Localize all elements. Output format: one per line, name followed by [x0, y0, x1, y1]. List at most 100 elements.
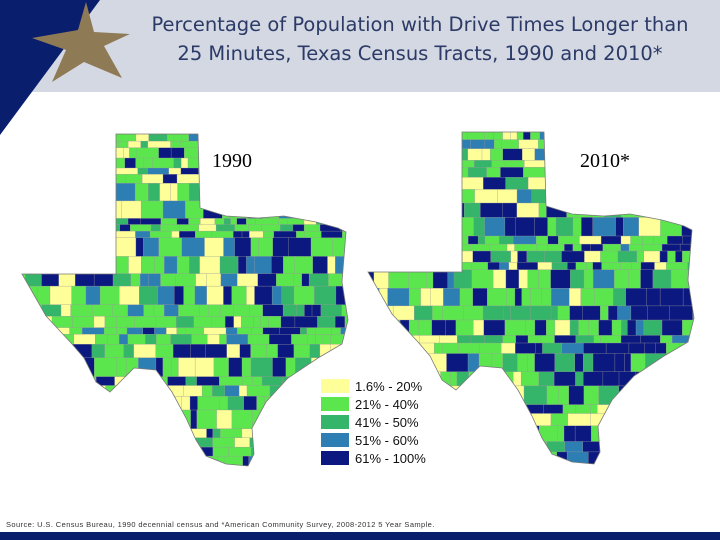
tract-cell [623, 413, 641, 427]
tract-cell [368, 177, 370, 190]
tract-cell [614, 353, 625, 373]
tract-cell [233, 230, 243, 239]
tract-cell [135, 157, 145, 169]
tract-cell [458, 342, 481, 354]
tract-cell [457, 335, 472, 344]
tract-cell [212, 385, 226, 397]
tract-cell [515, 335, 529, 344]
tract-cell [126, 327, 144, 335]
tract-cell [134, 183, 149, 202]
tract-cell [682, 250, 694, 263]
tract-cell [572, 217, 582, 237]
tract-cell [24, 316, 38, 329]
tract-cell [640, 177, 656, 190]
tract-cell [41, 140, 55, 149]
tract-cell [22, 230, 23, 239]
tract-cell [315, 174, 324, 184]
tract-cell [600, 335, 622, 344]
tract-cell [261, 409, 284, 430]
tract-cell [452, 413, 462, 427]
tract-cell [39, 224, 57, 232]
tract-cell [341, 304, 348, 317]
tract-cell [246, 256, 256, 275]
tract-cell [22, 183, 40, 202]
tract-cell [630, 305, 649, 321]
tract-cell [409, 177, 428, 190]
tract-cell [491, 451, 514, 464]
tract-cell [424, 262, 432, 271]
tract-cell [472, 250, 492, 263]
tract-cell [337, 157, 348, 169]
tract-cell [219, 396, 229, 411]
tract-cell [426, 177, 445, 190]
tract-cell [340, 134, 348, 142]
tract-cell [387, 177, 410, 190]
tract-cell [346, 218, 348, 225]
tract-cell [93, 316, 106, 329]
tract-cell [303, 230, 322, 239]
tract-cell [322, 334, 332, 345]
tract-cell [368, 250, 381, 263]
tract-cell [144, 446, 160, 457]
tract-cell [217, 455, 226, 466]
tract-cell [39, 237, 58, 257]
tract-cell [200, 218, 216, 225]
tract-cell [41, 273, 60, 287]
tract-cell [681, 139, 694, 150]
legend-label: 1.6% - 20% [355, 378, 423, 394]
tract-cell [296, 304, 305, 317]
tract-cell [337, 183, 348, 202]
tract-cell [411, 132, 421, 141]
tract-cell [188, 218, 201, 225]
tract-cell [624, 353, 632, 373]
tract-cell [250, 357, 274, 378]
tract-cell [141, 174, 164, 184]
tract-cell [140, 140, 149, 149]
tract-cell [637, 167, 661, 178]
tract-cell [25, 428, 38, 439]
tract-cell [442, 385, 451, 406]
tract-cell [285, 174, 306, 184]
tract-cell [164, 256, 178, 275]
tract-cell [53, 200, 66, 219]
tract-cell [41, 304, 62, 317]
tract-cell [510, 250, 518, 263]
tract-cell [440, 371, 451, 387]
tract-cell [143, 428, 164, 439]
tract-cell [241, 376, 253, 386]
texas-map-2010 [367, 131, 695, 470]
legend-item: 61% - 100% [321, 449, 426, 467]
tract-cell [618, 385, 629, 406]
tract-cell [64, 446, 85, 457]
tract-cell [133, 344, 157, 359]
tract-cell [75, 218, 94, 225]
tract-cell [588, 319, 600, 336]
tract-cell [234, 237, 252, 257]
tract-cell [56, 230, 70, 239]
year-label-1990: 1990 [212, 150, 252, 172]
tract-cell [191, 334, 208, 345]
tract-cell [167, 376, 187, 386]
tract-cell [583, 353, 594, 373]
tract-cell [552, 160, 567, 168]
tract-cell [575, 371, 584, 387]
tract-cell [206, 273, 222, 287]
tract-cell [512, 235, 537, 245]
tract-cell [64, 140, 74, 149]
tract-cell [553, 189, 566, 204]
tract-cell [49, 428, 69, 439]
tract-cell [125, 409, 141, 430]
tract-cell [354, 148, 356, 159]
tract-cell [59, 147, 77, 159]
tract-cell [450, 139, 462, 150]
tract-cell [152, 396, 173, 411]
tract-cell [593, 335, 602, 344]
tract-cell [487, 465, 507, 470]
tract-cell [207, 334, 220, 345]
tract-cell [288, 237, 312, 257]
tract-cell [314, 285, 337, 306]
tract-cell [666, 262, 688, 271]
tract-cell [514, 413, 532, 427]
tract-cell [455, 319, 474, 336]
tract-cell [22, 396, 29, 411]
